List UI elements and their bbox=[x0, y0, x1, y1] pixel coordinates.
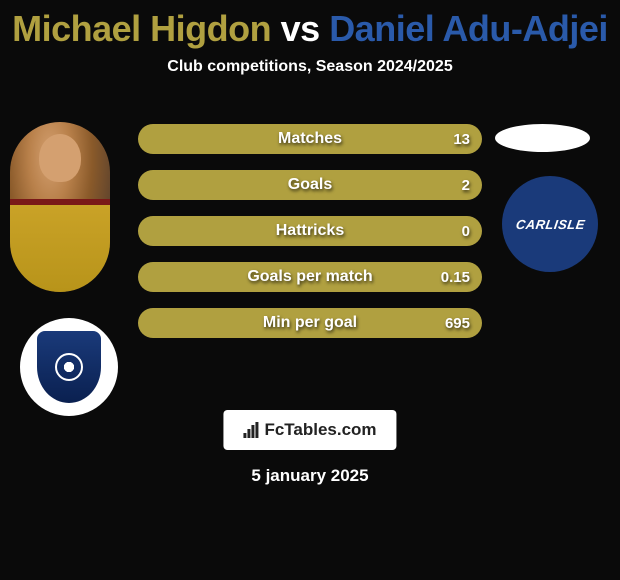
stat-label: Hattricks bbox=[138, 222, 482, 240]
stat-value-right: 695 bbox=[445, 315, 470, 332]
stat-value-right: 0.15 bbox=[441, 269, 470, 286]
club-crest-shape bbox=[37, 331, 101, 403]
stat-bar: Min per goal695 bbox=[138, 308, 482, 338]
stat-bar: Goals2 bbox=[138, 170, 482, 200]
player2-avatar-placeholder bbox=[495, 124, 590, 152]
stat-bar: Goals per match0.15 bbox=[138, 262, 482, 292]
stats-container: Matches13 Goals2 Hattricks0 Goals per match… bbox=[138, 124, 482, 354]
player2-club-label: CARLISLE bbox=[514, 217, 585, 232]
footer-brand-badge: FcTables.com bbox=[223, 410, 396, 450]
player1-jersey bbox=[10, 199, 110, 293]
player1-club-badge bbox=[20, 318, 118, 416]
stat-value-right: 2 bbox=[462, 177, 470, 194]
title-player1: Michael Higdon bbox=[12, 8, 271, 49]
subtitle: Club competitions, Season 2024/2025 bbox=[0, 58, 620, 76]
stat-label: Matches bbox=[138, 130, 482, 148]
club-crest-ball bbox=[55, 353, 83, 381]
page-title: Michael Higdon vs Daniel Adu-Adjei bbox=[0, 0, 620, 50]
bar-chart-icon bbox=[243, 422, 258, 438]
player1-avatar bbox=[10, 122, 110, 292]
title-vs: vs bbox=[271, 8, 329, 49]
stat-label: Min per goal bbox=[138, 314, 482, 332]
stat-label: Goals per match bbox=[138, 268, 482, 286]
stat-value-right: 13 bbox=[453, 131, 470, 148]
title-player2: Daniel Adu-Adjei bbox=[329, 8, 608, 49]
player1-head bbox=[39, 134, 81, 182]
stat-value-right: 0 bbox=[462, 223, 470, 240]
footer-brand-text: FcTables.com bbox=[264, 420, 376, 440]
player2-club-badge: CARLISLE bbox=[502, 176, 598, 272]
footer-date: 5 january 2025 bbox=[0, 466, 620, 486]
stat-bar: Hattricks0 bbox=[138, 216, 482, 246]
stat-label: Goals bbox=[138, 176, 482, 194]
stat-bar: Matches13 bbox=[138, 124, 482, 154]
